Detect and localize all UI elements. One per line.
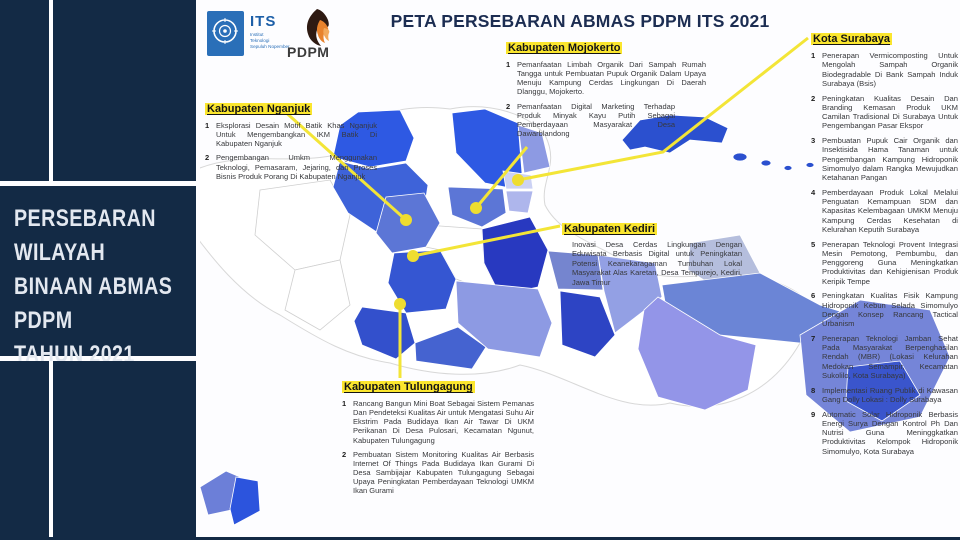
its-subtitle: Institut Teknologi Sepuluh Nopember — [250, 32, 290, 50]
callout-item: Pemanfaatan Limbah Organik Dari Sampah R… — [506, 60, 706, 97]
district-polygon — [637, 296, 757, 411]
district-polygon — [455, 280, 553, 358]
page-title: PETA PERSEBARAN ABMAS PDPM ITS 2021 — [390, 11, 770, 31]
callout-item: Peningkatan Kualitas Fisik Kampung Hidro… — [811, 291, 958, 328]
its-subtitle-line: Teknologi — [250, 38, 270, 43]
sidebar-panel-heading: PERSEBARAN WILAYAH BINAAN ABMAS PDPM TAH… — [0, 186, 196, 368]
sidebar-heading-line: WILAYAH — [14, 239, 106, 266]
sidebar-heading-line: BINAAN ABMAS — [14, 273, 173, 300]
island — [732, 152, 748, 162]
its-subtitle-line: Institut — [250, 32, 264, 37]
callout-surabaya: Kota Surabaya Penerapan Vermicomposting … — [811, 29, 958, 461]
its-emblem-icon — [207, 11, 244, 56]
district-polygon — [505, 190, 534, 214]
callout-item: Implementasi Ruang Publik di Kawasan Gan… — [811, 385, 958, 404]
its-wordmark: ITS — [250, 13, 277, 30]
callout-item: Eksplorasi Desain Motif Batik Khas Nganj… — [205, 121, 377, 149]
callout-item: Peningkatan Kualitas Desain Dan Branding… — [811, 93, 958, 131]
pdpm-wordmark: PDPM — [287, 44, 330, 60]
district-polygon — [559, 290, 616, 358]
its-logo: ITS Institut Teknologi Sepuluh Nopember — [207, 11, 327, 59]
callout-list: Eksplorasi Desain Motif Batik Khas Nganj… — [205, 121, 377, 181]
callout-item: Penerapan Vermicomposting Untuk Mengolah… — [811, 51, 958, 88]
bottom-bar — [0, 537, 960, 540]
callout-kediri: Kabupaten Kediri Inovasi Desa Cerdas Lin… — [562, 219, 742, 287]
callout-item: Automatic Solar Hidroponik Berbasis Ener… — [811, 409, 958, 456]
callout-title: Kota Surabaya — [811, 33, 893, 45]
district-polygon — [284, 259, 351, 331]
callout-paragraph: Inovasi Desa Cerdas Lingkungan Dengan Ed… — [572, 240, 742, 287]
sidebar-panel-bottom — [0, 361, 196, 537]
sidebar-heading-line: PERSEBARAN — [14, 205, 156, 232]
its-subtitle-line: Sepuluh Nopember — [250, 44, 290, 49]
callout-item: Pemberdayaan Produk Lokal Melalui Pengua… — [811, 187, 958, 234]
callout-tulungagung: Kabupaten Tulungagung Rancang Bangun Min… — [342, 377, 534, 500]
sidebar-heading-line: PDPM — [14, 307, 73, 334]
callout-item: Rancang Bangun Mini Boat Sebagai Sistem … — [342, 399, 534, 445]
callout-title: Kabupaten Nganjuk — [205, 103, 313, 115]
callout-mojokerto: Kabupaten Mojokerto Pemanfaatan Limbah O… — [506, 38, 706, 143]
district-polygon — [597, 254, 663, 334]
callout-title: Kabupaten Kediri — [562, 223, 658, 235]
island — [783, 165, 793, 171]
callout-item: Pengembangan Umkm Menggunakan Teknologi,… — [205, 153, 377, 181]
callout-list: Rancang Bangun Mini Boat Sebagai Sistem … — [342, 399, 534, 495]
callout-item: Pembuatan Sistem Monitoring Kualitas Air… — [342, 449, 534, 496]
callout-title: Kabupaten Tulungagung — [342, 381, 475, 393]
callout-item: Penerapan Teknologi Provent Integrasi Me… — [811, 239, 958, 286]
district-polygon — [229, 476, 261, 526]
callout-item: Pembuatan Pupuk Cair Organik dan Insekti… — [811, 136, 958, 182]
sidebar-heading: PERSEBARAN WILAYAH BINAAN ABMAS PDPM TAH… — [14, 202, 172, 372]
district-polygon — [547, 250, 604, 291]
sidebar-panel-top — [0, 0, 196, 181]
pdpm-flame-icon — [307, 9, 330, 46]
pdpm-logo: PDPM — [287, 8, 343, 60]
divider-line — [49, 0, 53, 181]
island — [760, 159, 772, 167]
callout-nganjuk: Kabupaten Nganjuk Eksplorasi Desain Moti… — [205, 99, 377, 186]
divider-line — [49, 361, 53, 537]
callout-item: Pemanfaatan Digital Marketing Terhadap P… — [506, 101, 675, 138]
callout-item: Penerapan Teknologi Jamban Sehat Pada Ma… — [811, 333, 958, 380]
callout-list: Penerapan Vermicomposting Untuk Mengolah… — [811, 51, 958, 456]
callout-title: Kabupaten Mojokerto — [506, 42, 623, 54]
callout-list: Pemanfaatan Limbah Organik Dari Sampah R… — [506, 60, 706, 138]
district-polygon — [414, 326, 487, 370]
